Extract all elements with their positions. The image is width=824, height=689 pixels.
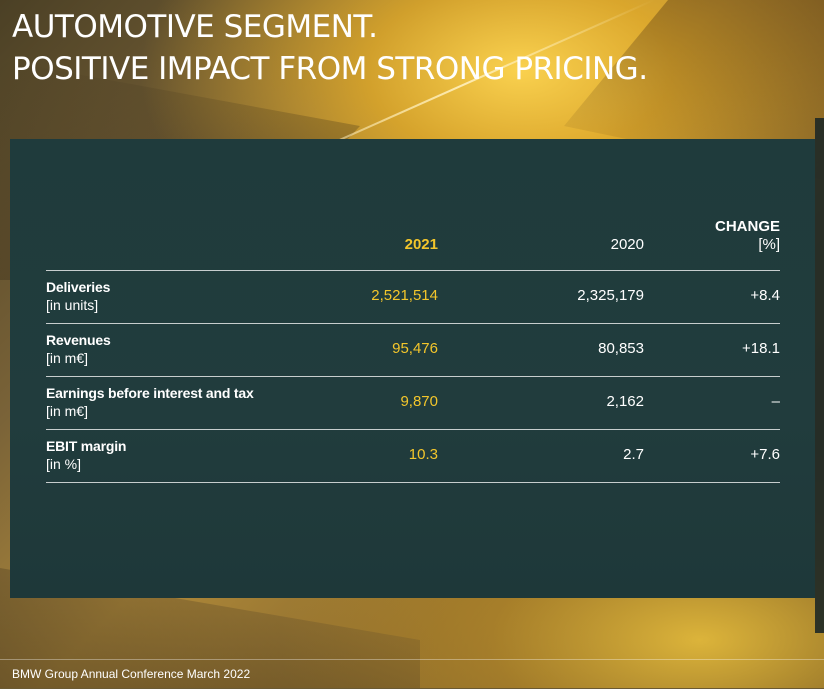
table-row: EBIT margin [in %] 10.3 2.7 +7.6 xyxy=(46,430,780,483)
row-label-unit: [in %] xyxy=(46,456,82,472)
table-row: Earnings before interest and tax [in m€]… xyxy=(46,377,780,430)
table-row: Deliveries [in units] 2,521,514 2,325,17… xyxy=(46,271,780,324)
title-line-1: AUTOMOTIVE SEGMENT. xyxy=(12,9,378,45)
row-label: EBIT margin [in %] xyxy=(46,437,126,473)
header-change-unit: [%] xyxy=(758,236,780,253)
header-change: CHANGE [%] xyxy=(715,218,780,254)
page-title: AUTOMOTIVE SEGMENT. POSITIVE IMPACT FROM… xyxy=(12,6,648,90)
row-label-unit: [in m€] xyxy=(46,403,89,419)
header-change-label: CHANGE xyxy=(714,218,780,235)
value-2020: 2.7 xyxy=(623,446,644,463)
header-2021: 2021 xyxy=(404,236,438,253)
row-label-main: EBIT margin xyxy=(46,438,127,454)
title-line-2: POSITIVE IMPACT FROM STRONG PRICING. xyxy=(12,51,648,87)
header-2020: 2020 xyxy=(610,236,644,253)
table-header-row: 2021 2020 CHANGE [%] xyxy=(46,218,780,271)
value-2021: 95,476 xyxy=(392,340,438,357)
table-panel: 2021 2020 CHANGE [%] Deliveries [in unit… xyxy=(10,139,815,598)
value-2020: 2,325,179 xyxy=(577,287,644,304)
value-2021: 2,521,514 xyxy=(371,287,438,304)
row-label-main: Deliveries xyxy=(46,279,111,295)
row-label-main: Revenues xyxy=(46,332,111,348)
value-2021: 10.3 xyxy=(408,446,438,463)
value-change: +18.1 xyxy=(742,340,780,357)
value-2020: 2,162 xyxy=(606,393,644,410)
row-label: Earnings before interest and tax [in m€] xyxy=(46,384,254,420)
value-2021: 9,870 xyxy=(400,393,438,410)
figures-table: 2021 2020 CHANGE [%] Deliveries [in unit… xyxy=(46,218,780,483)
row-label-unit: [in m€] xyxy=(46,350,89,366)
footer-text: BMW Group Annual Conference March 2022 xyxy=(12,667,251,681)
row-label: Revenues [in m€] xyxy=(46,331,111,367)
row-label-unit: [in units] xyxy=(46,297,99,313)
table-row: Revenues [in m€] 95,476 80,853 +18.1 xyxy=(46,324,780,377)
panel-edge xyxy=(815,118,824,633)
value-change: +8.4 xyxy=(750,287,780,304)
value-change: – xyxy=(771,393,780,410)
value-2020: 80,853 xyxy=(598,340,644,357)
footer: BMW Group Annual Conference March 2022 xyxy=(0,659,824,689)
value-change: +7.6 xyxy=(750,446,780,463)
row-label-main: Earnings before interest and tax xyxy=(46,385,254,401)
row-label: Deliveries [in units] xyxy=(46,278,110,314)
